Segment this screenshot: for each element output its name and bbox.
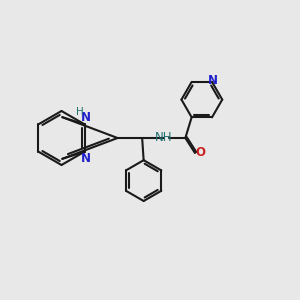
- Text: NH: NH: [155, 131, 173, 144]
- Text: N: N: [80, 111, 91, 124]
- Text: H: H: [76, 107, 83, 118]
- Text: N: N: [80, 152, 91, 165]
- Text: N: N: [208, 74, 218, 87]
- Text: O: O: [195, 146, 206, 160]
